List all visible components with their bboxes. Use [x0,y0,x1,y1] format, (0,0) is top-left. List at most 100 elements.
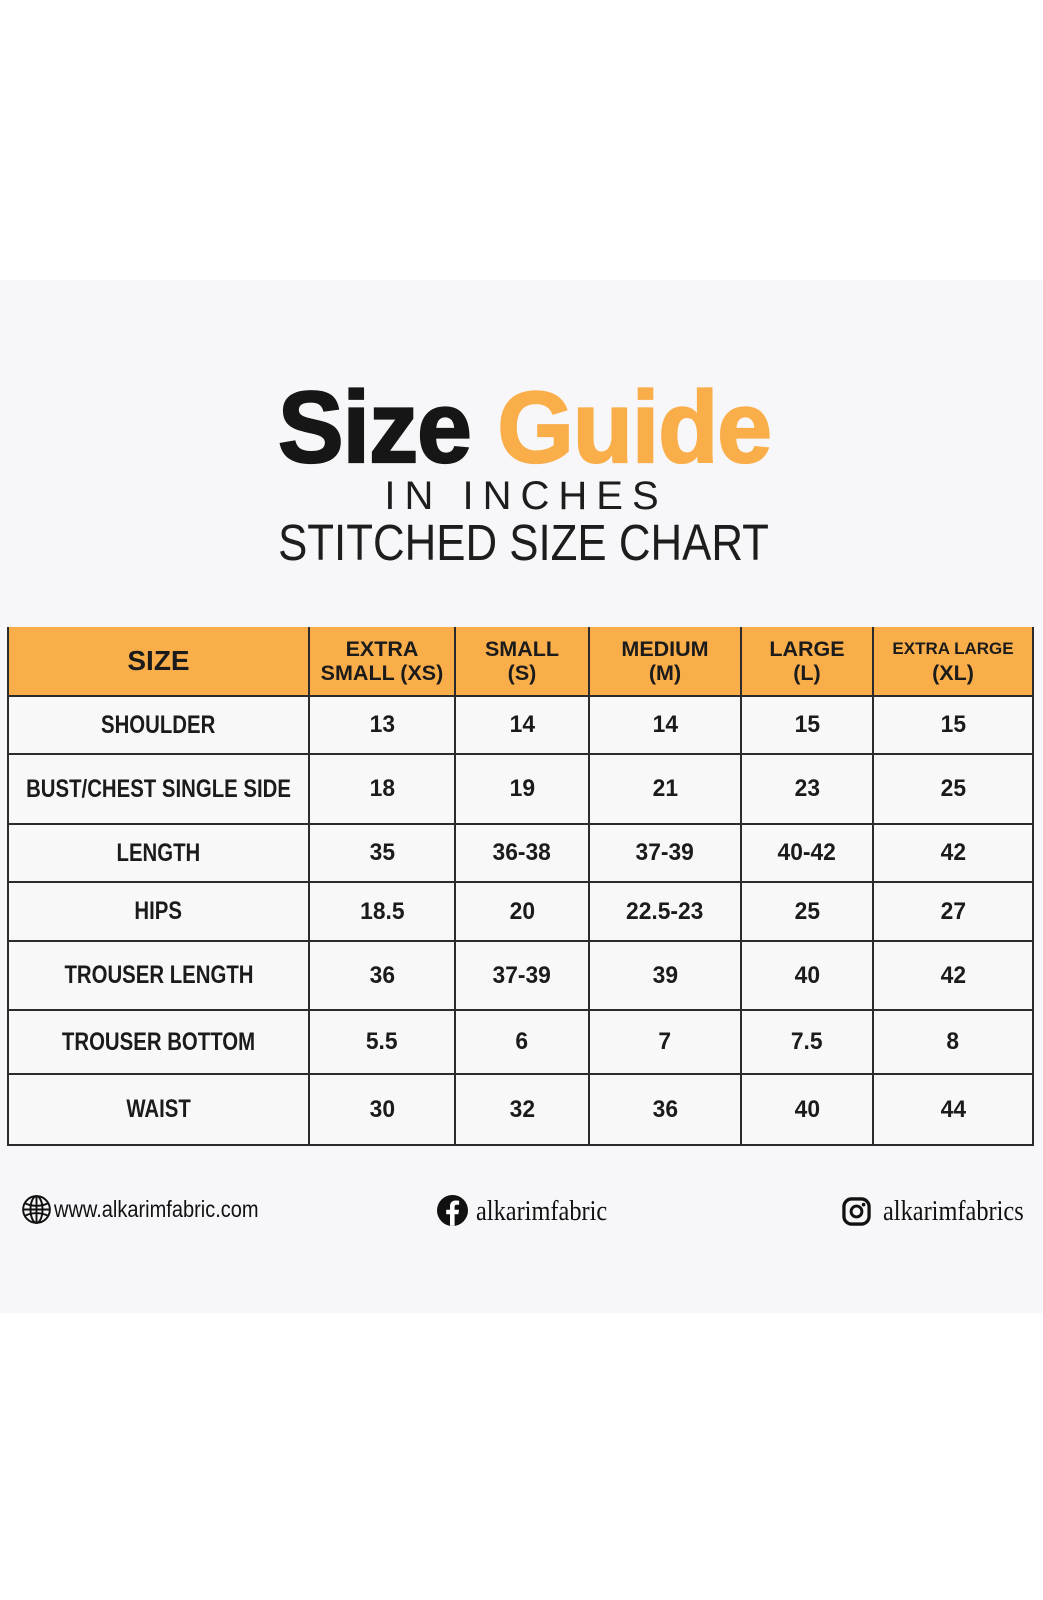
footer-website: www.alkarimfabric.com [21,1194,289,1225]
value-cell: 36 [590,1075,742,1146]
size-value: 30 [369,1095,395,1123]
value-cell: 44 [874,1075,1034,1146]
value-cell: 22.5-23 [590,883,742,942]
size-value: 37-39 [635,839,695,866]
header-cell-l: LARGE (L) [742,627,874,697]
value-cell: 15 [742,697,874,755]
size-value: 37-39 [492,961,552,989]
size-value: 42 [940,961,966,989]
size-value: 19 [509,775,535,802]
header-size-label: SIZE [127,645,190,676]
size-guide-panel: Size Guide IN INCHES STITCHED SIZE CHART … [0,280,1043,1313]
instagram-handle[interactable]: alkarimfabrics [883,1195,1024,1227]
value-cell: 40 [742,1075,874,1146]
value-cell: 36 [310,942,456,1011]
value-cell: 36-38 [456,825,590,883]
value-cell: 42 [874,825,1034,883]
size-value: 36 [652,1095,678,1123]
website-url[interactable]: www.alkarimfabric.com [54,1196,259,1222]
value-cell: 25 [742,883,874,942]
measurement-label: SHOULDER [101,710,216,739]
value-cell: 35 [310,825,456,883]
units-line: IN INCHES [384,474,668,518]
value-cell: 14 [590,697,742,755]
row-label-cell: TROUSER LENGTH [9,942,310,1011]
page-title: Size Guide [17,376,1032,479]
size-value: 25 [940,775,966,802]
size-value: 13 [369,711,395,738]
row-label-cell: HIPS [9,883,310,942]
size-value: 36-38 [492,839,552,866]
size-value: 25 [794,897,820,925]
size-value: 35 [369,839,395,866]
value-cell: 39 [590,942,742,1011]
value-cell: 30 [310,1075,456,1146]
header-cell-size: SIZE [9,627,310,697]
size-value: 14 [509,711,535,738]
facebook-handle[interactable]: alkarimfabric [476,1195,608,1227]
size-value: 15 [794,711,820,738]
measurement-label: TROUSER LENGTH [63,961,254,989]
value-cell: 7 [590,1011,742,1075]
header-s-line1: SMALL [484,637,560,661]
size-value: 32 [509,1095,535,1123]
size-chart-table: SIZE EXTRA SMALL (XS) SMALL (S) MEDIUM (… [7,627,1034,1146]
value-cell: 40-42 [742,825,874,883]
header-l-line1: LARGE [769,637,845,661]
size-value: 14 [652,711,678,738]
row-label-cell: WAIST [9,1075,310,1146]
size-value: 20 [509,897,535,925]
value-cell: 37-39 [590,825,742,883]
row-label-cell: SHOULDER [9,697,310,755]
header-cell-s: SMALL (S) [456,627,590,697]
value-cell: 40 [742,942,874,1011]
value-cell: 25 [874,755,1034,825]
size-value: 7 [658,1028,672,1055]
size-value: 7.5 [791,1028,823,1055]
header-m-line2: (M) [648,661,682,685]
header-xs-line2: SMALL (XS) [320,661,444,685]
value-cell: 37-39 [456,942,590,1011]
header-m-line1: MEDIUM [621,637,709,661]
header-cell-xs: EXTRA SMALL (XS) [310,627,456,697]
size-value: 40-42 [777,839,837,866]
value-cell: 8 [874,1011,1034,1075]
measurement-label: LENGTH [116,838,201,867]
size-value: 22.5-23 [626,897,704,925]
measurement-label: HIPS [134,897,183,925]
size-value: 39 [652,961,678,989]
value-cell: 18.5 [310,883,456,942]
header-xl-line2: (XL) [932,661,974,685]
globe-icon [22,1195,51,1224]
row-label-cell: TROUSER BOTTOM [9,1011,310,1075]
size-value: 18 [369,775,395,802]
size-value: 42 [940,839,966,866]
size-value: 21 [652,775,678,802]
chart-subtitle: STITCHED SIZE CHART [278,514,769,571]
value-cell: 21 [590,755,742,825]
size-value: 15 [940,711,966,738]
footer: www.alkarimfabric.com alkarimfabric alka… [0,1194,1043,1234]
size-value: 40 [794,961,820,989]
value-cell: 15 [874,697,1034,755]
header-s-line2: (S) [507,661,537,685]
size-value: 44 [940,1095,966,1123]
value-cell: 5.5 [310,1011,456,1075]
size-value: 6 [515,1028,529,1055]
row-label-cell: LENGTH [9,825,310,883]
measurement-label: BUST/CHEST SINGLE SIDE [26,774,291,803]
title-word-size: Size [277,372,473,484]
size-value: 18.5 [359,897,405,925]
size-value: 23 [794,775,820,802]
size-value: 8 [946,1028,960,1055]
facebook-icon [437,1195,468,1226]
value-cell: 32 [456,1075,590,1146]
value-cell: 7.5 [742,1011,874,1075]
value-cell: 27 [874,883,1034,942]
header-cell-m: MEDIUM (M) [590,627,742,697]
instagram-icon [842,1197,871,1226]
size-value: 27 [940,897,966,925]
header-xl-line1: EXTRA LARGE [892,639,1014,658]
measurement-label: WAIST [126,1095,191,1123]
size-value: 36 [369,961,395,989]
